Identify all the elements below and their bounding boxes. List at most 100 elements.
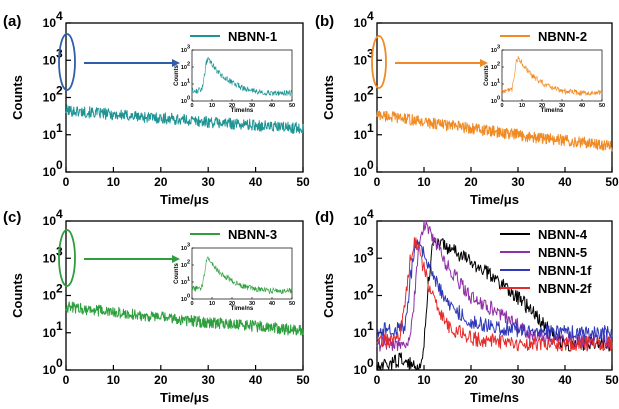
inset-x-tick-label: 30 bbox=[559, 103, 565, 109]
panel-b: (b)0 10 20 30 40 50100101102103104Time/μsCoun… bbox=[315, 9, 619, 207]
x-tick-label: 30 bbox=[511, 175, 525, 189]
inset-x-tick-label: 0 bbox=[190, 103, 193, 109]
y-tick-exponent: 1 bbox=[367, 319, 374, 333]
y-tick-label: 10 bbox=[43, 289, 57, 303]
inset-x-tick-label: 20 bbox=[229, 301, 235, 307]
y-tick-label: 10 bbox=[43, 251, 57, 265]
y-tick-exponent: 4 bbox=[367, 207, 374, 221]
y-tick-exponent: 1 bbox=[56, 121, 63, 135]
inset-x-tick-label: 10 bbox=[209, 301, 215, 307]
y-axis-label: Counts bbox=[321, 75, 336, 120]
panel-label: (d) bbox=[315, 209, 334, 226]
y-tick-label: 10 bbox=[43, 363, 57, 377]
y-tick-label: 10 bbox=[43, 53, 57, 67]
legend-label: NBNN-1 bbox=[228, 29, 277, 44]
highlight-ellipse bbox=[58, 33, 76, 91]
x-tick-label: 40 bbox=[249, 373, 263, 387]
y-axis-label: Counts bbox=[10, 75, 25, 120]
inset-x-axis-label: Time/ns bbox=[541, 108, 564, 114]
inset-x-tick-label: 50 bbox=[599, 103, 605, 109]
inset-x-tick-label: 0 bbox=[190, 301, 193, 307]
legend-label: NBNN-2f bbox=[538, 281, 592, 296]
y-tick-exponent: 2 bbox=[56, 84, 63, 98]
inset-x-tick-label: 20 bbox=[539, 103, 545, 109]
inset-y-tick-label: 10 bbox=[491, 99, 497, 105]
inset-x-tick-label: 50 bbox=[289, 103, 295, 109]
inset-y-tick-exponent: 3 bbox=[497, 45, 500, 51]
inset-y-axis-label: Counts bbox=[174, 263, 180, 284]
inset-y-tick-label: 10 bbox=[491, 48, 497, 54]
inset-y-tick-label: 10 bbox=[181, 280, 187, 286]
x-tick-label: 20 bbox=[154, 373, 168, 387]
y-tick-label: 10 bbox=[354, 251, 368, 265]
x-tick-label: 10 bbox=[417, 175, 431, 189]
y-axis-label: Counts bbox=[321, 273, 336, 318]
inset-x-axis-label: Time/ns bbox=[231, 306, 254, 312]
y-tick-label: 10 bbox=[43, 16, 57, 30]
inset-y-tick-exponent: 0 bbox=[187, 96, 190, 102]
inset-y-tick-label: 10 bbox=[181, 246, 187, 252]
y-tick-label: 10 bbox=[43, 91, 57, 105]
y-tick-label: 10 bbox=[43, 326, 57, 340]
legend-label: NBNN-3 bbox=[228, 227, 277, 242]
inset-x-tick-label: 40 bbox=[579, 103, 585, 109]
x-tick-label: 40 bbox=[558, 175, 572, 189]
inset-y-tick-label: 10 bbox=[181, 99, 187, 105]
inset-y-tick-exponent: 3 bbox=[187, 243, 190, 249]
inset-y-tick-exponent: 2 bbox=[187, 62, 190, 68]
inset-series-line bbox=[191, 256, 293, 294]
x-tick-label: 50 bbox=[296, 175, 310, 189]
y-tick-exponent: 3 bbox=[367, 244, 374, 258]
y-tick-label: 10 bbox=[43, 214, 57, 228]
inset-y-tick-exponent: 0 bbox=[187, 294, 190, 300]
x-tick-label: 30 bbox=[202, 175, 216, 189]
series-line-NBNN-2 bbox=[376, 110, 613, 152]
inset-x-tick-label: 10 bbox=[209, 103, 215, 109]
y-tick-label: 10 bbox=[43, 128, 57, 142]
x-tick-label: 0 bbox=[374, 175, 381, 189]
highlight-ellipse bbox=[371, 35, 387, 89]
inset-x-tick-label: 50 bbox=[289, 301, 295, 307]
panel-label: (c) bbox=[3, 209, 21, 226]
y-tick-exponent: 3 bbox=[367, 46, 374, 60]
x-tick-label: 20 bbox=[154, 175, 168, 189]
inset-y-tick-exponent: 2 bbox=[187, 260, 190, 266]
x-tick-label: 10 bbox=[107, 175, 121, 189]
y-axis-label: Counts bbox=[10, 273, 25, 318]
y-tick-label: 10 bbox=[354, 214, 368, 228]
y-tick-exponent: 4 bbox=[56, 9, 63, 23]
x-tick-label: 0 bbox=[63, 175, 70, 189]
y-tick-exponent: 0 bbox=[367, 158, 374, 172]
x-tick-label: 0 bbox=[63, 373, 70, 387]
y-tick-exponent: 0 bbox=[56, 356, 63, 370]
inset-x-tick-label: 10 bbox=[519, 103, 525, 109]
y-tick-label: 10 bbox=[43, 165, 57, 179]
inset-x-axis-label: Time/ns bbox=[231, 108, 254, 114]
inset-y-axis-label: Counts bbox=[174, 65, 180, 86]
y-tick-exponent: 4 bbox=[56, 207, 63, 221]
x-tick-label: 40 bbox=[249, 175, 263, 189]
panel-label: (b) bbox=[315, 13, 334, 30]
inset-y-tick-label: 10 bbox=[181, 65, 187, 71]
y-tick-label: 10 bbox=[354, 53, 368, 67]
x-axis-label: Time/μs bbox=[470, 192, 519, 207]
inset-y-tick-exponent: 0 bbox=[497, 96, 500, 102]
inset-y-axis-label: Counts bbox=[484, 65, 490, 86]
legend: NBNN-4 NBNN-5 NBNN-1f NBNN-2f bbox=[500, 227, 592, 296]
highlight-ellipse bbox=[58, 229, 76, 287]
legend: NBNN-3 bbox=[190, 227, 277, 242]
x-tick-label: 10 bbox=[417, 373, 431, 387]
inset-series-line bbox=[501, 56, 603, 97]
x-tick-label: 50 bbox=[296, 373, 310, 387]
y-tick-label: 10 bbox=[354, 128, 368, 142]
inset-y-tick-exponent: 1 bbox=[187, 277, 190, 283]
plot-frame bbox=[65, 22, 304, 173]
inset-y-tick-exponent: 3 bbox=[187, 45, 190, 51]
x-tick-label: 20 bbox=[464, 175, 478, 189]
arrow-head bbox=[172, 59, 180, 67]
inset-x-tick-label: 20 bbox=[229, 103, 235, 109]
panel-d: (d)0 10 20 30 40 50100101102103104Time/nsCoun… bbox=[315, 207, 619, 405]
